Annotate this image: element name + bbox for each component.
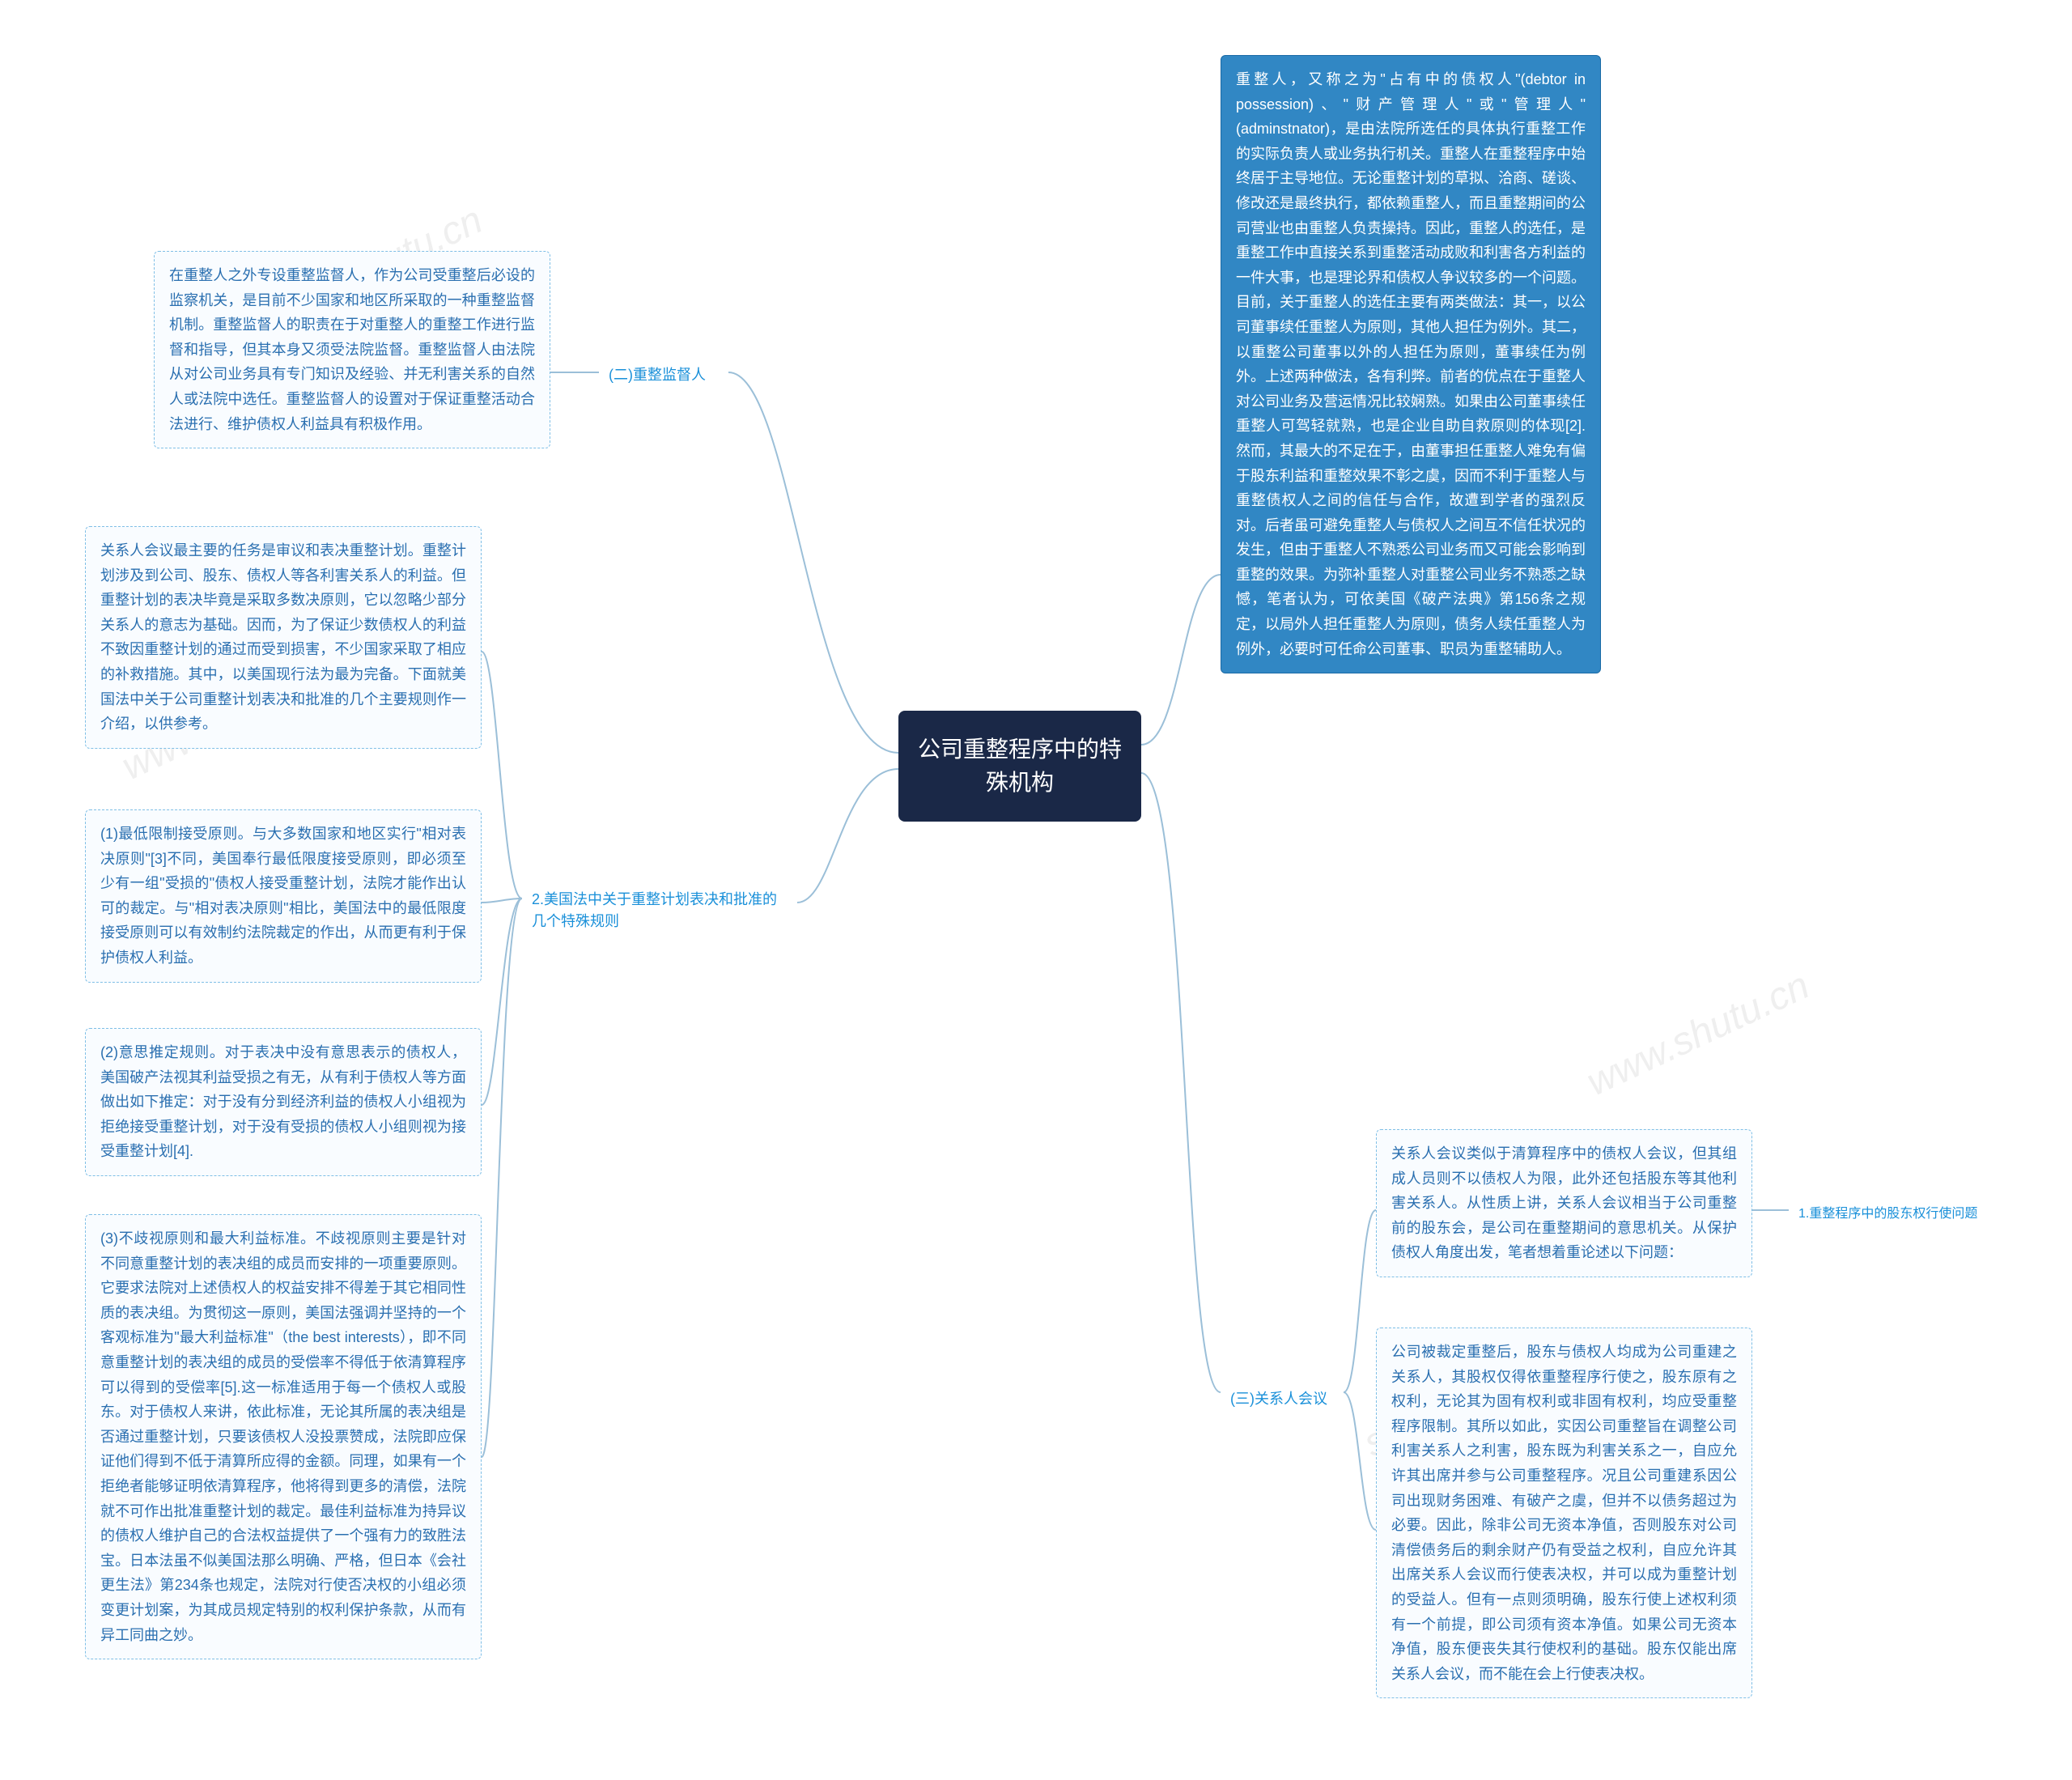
branch-label-stakeholder-meeting: (三)关系人会议 — [1221, 1380, 1337, 1418]
branch-label-us-rules: 2.美国法中关于重整计划表决和批准的几个特殊规则 — [522, 882, 797, 939]
leaf-meeting-2: 公司被裁定重整后，股东与债权人均成为公司重建之关系人，其股权仅得依重整程序行使之… — [1376, 1328, 1752, 1698]
leaf-meeting-1: 关系人会议类似于清算程序中的债权人会议，但其组成人员则不以债权人为限，此外还包括… — [1376, 1129, 1752, 1277]
leaf-us-rules-3: (3)不歧视原则和最大利益标准。不歧视原则主要是针对不同意重整计划的表决组的成员… — [85, 1214, 482, 1659]
branch-label-supervisor: (二)重整监督人 — [599, 356, 715, 394]
leaf-supervisor: 在重整人之外专设重整监督人，作为公司受重整后必设的监察机关，是目前不少国家和地区… — [154, 251, 550, 448]
watermark: www.shutu.cn — [1580, 963, 1816, 1105]
leaf-meeting-1-extra: 1.重整程序中的股东权行使问题 — [1789, 1196, 1987, 1231]
leaf-us-rules-intro: 关系人会议最主要的任务是审议和表决重整计划。重整计划涉及到公司、股东、债权人等各… — [85, 526, 482, 749]
leaf-us-rules-2: (2)意思推定规则。对于表决中没有意思表示的债权人，美国破产法视其利益受损之有无… — [85, 1028, 482, 1176]
leaf-us-rules-1: (1)最低限制接受原则。与大多数国家和地区实行"相对表决原则"[3]不同，美国奉… — [85, 809, 482, 983]
leaf-reorganizer: 重整人，又称之为"占有中的债权人"(debtor in possession)、… — [1221, 55, 1601, 673]
center-node: 公司重整程序中的特殊机构 — [898, 711, 1141, 822]
